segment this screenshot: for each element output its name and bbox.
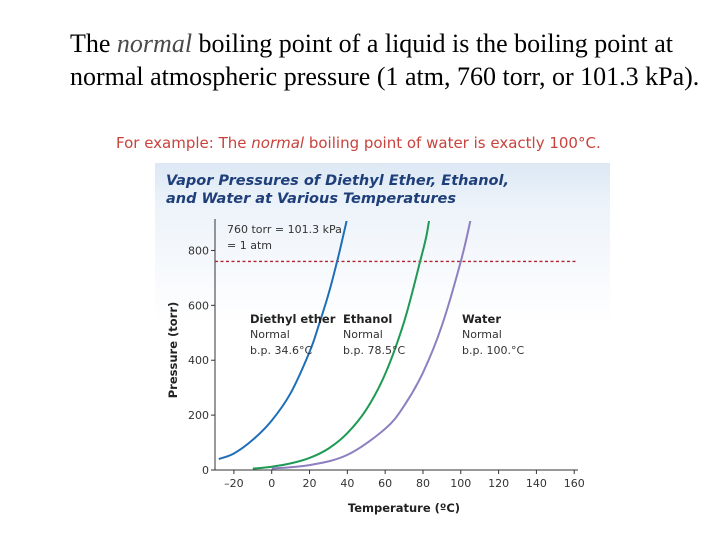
heading-part1: The	[70, 29, 117, 58]
x-tick-label: 0	[268, 477, 275, 490]
example-part1: For example: The	[116, 134, 252, 152]
chart-panel	[155, 163, 610, 523]
reference-layer: 760 torr = 101.3 kPa = 1 atm	[215, 223, 578, 263]
series-name-water: Water	[462, 312, 501, 326]
x-tick-label: –20	[224, 477, 244, 490]
reference-label-line1: 760 torr = 101.3 kPa	[227, 223, 342, 236]
y-axis-label: Pressure (torr)	[166, 302, 180, 399]
y-tick-label: 400	[188, 354, 209, 367]
series-line-diethyl-ether	[218, 221, 348, 460]
heading-part2: boiling point of a liquid is the boiling…	[70, 29, 700, 91]
reference-label-line2: = 1 atm	[227, 239, 272, 252]
x-axis-label: Temperature (ºC)	[348, 501, 460, 515]
series-name-ethanol: Ethanol	[343, 312, 392, 326]
series-normal-diethyl-ether: Normal	[250, 328, 290, 341]
heading-italic-normal: normal	[116, 29, 193, 58]
series-normal-water: Normal	[462, 328, 502, 341]
axes-layer: 0 200 400 600 800 –20 0 20 40 60 80 100 120 140 160	[188, 219, 585, 490]
example-part2: boiling point of water is exactly 100°C.	[304, 134, 601, 152]
x-tick-label: 20	[303, 477, 317, 490]
series-line-ethanol	[252, 221, 431, 470]
y-tick-label: 200	[188, 409, 209, 422]
x-tick-label: 40	[340, 477, 354, 490]
y-tick-label: 0	[202, 464, 209, 477]
series-line-water	[271, 221, 472, 470]
series-normal-ethanol: Normal	[343, 328, 383, 341]
x-tick-label: 100	[450, 477, 471, 490]
x-tick-label: 120	[488, 477, 509, 490]
x-tick-label: 60	[378, 477, 392, 490]
series-bp-ethanol: b.p. 78.5°C	[343, 344, 405, 357]
series-bp-water: b.p. 100.°C	[462, 344, 524, 357]
vapor-pressure-chart: Vapor Pressures of Diethyl Ether, Ethano…	[155, 163, 610, 523]
example-italic-normal: normal	[251, 134, 305, 152]
x-tick-label: 140	[526, 477, 547, 490]
y-tick-label: 800	[188, 244, 209, 257]
x-tick-label: 80	[416, 477, 430, 490]
series-name-diethyl-ether: Diethyl ether	[250, 312, 336, 326]
series-bp-diethyl-ether: b.p. 34.6°C	[250, 344, 312, 357]
chart-title-line1: Vapor Pressures of Diethyl Ether, Ethano…	[166, 173, 509, 189]
chart-title-line2: and Water at Various Temperatures	[166, 191, 456, 207]
series-layer: Diethyl ether Normal b.p. 34.6°C Ethanol Nor…	[218, 221, 524, 470]
y-tick-label: 600	[188, 299, 209, 312]
x-tick-label: 160	[564, 477, 585, 490]
heading-text: The normal boiling point of a liquid is …	[70, 27, 710, 93]
example-text: For example: The normal boiling point of…	[116, 134, 696, 152]
